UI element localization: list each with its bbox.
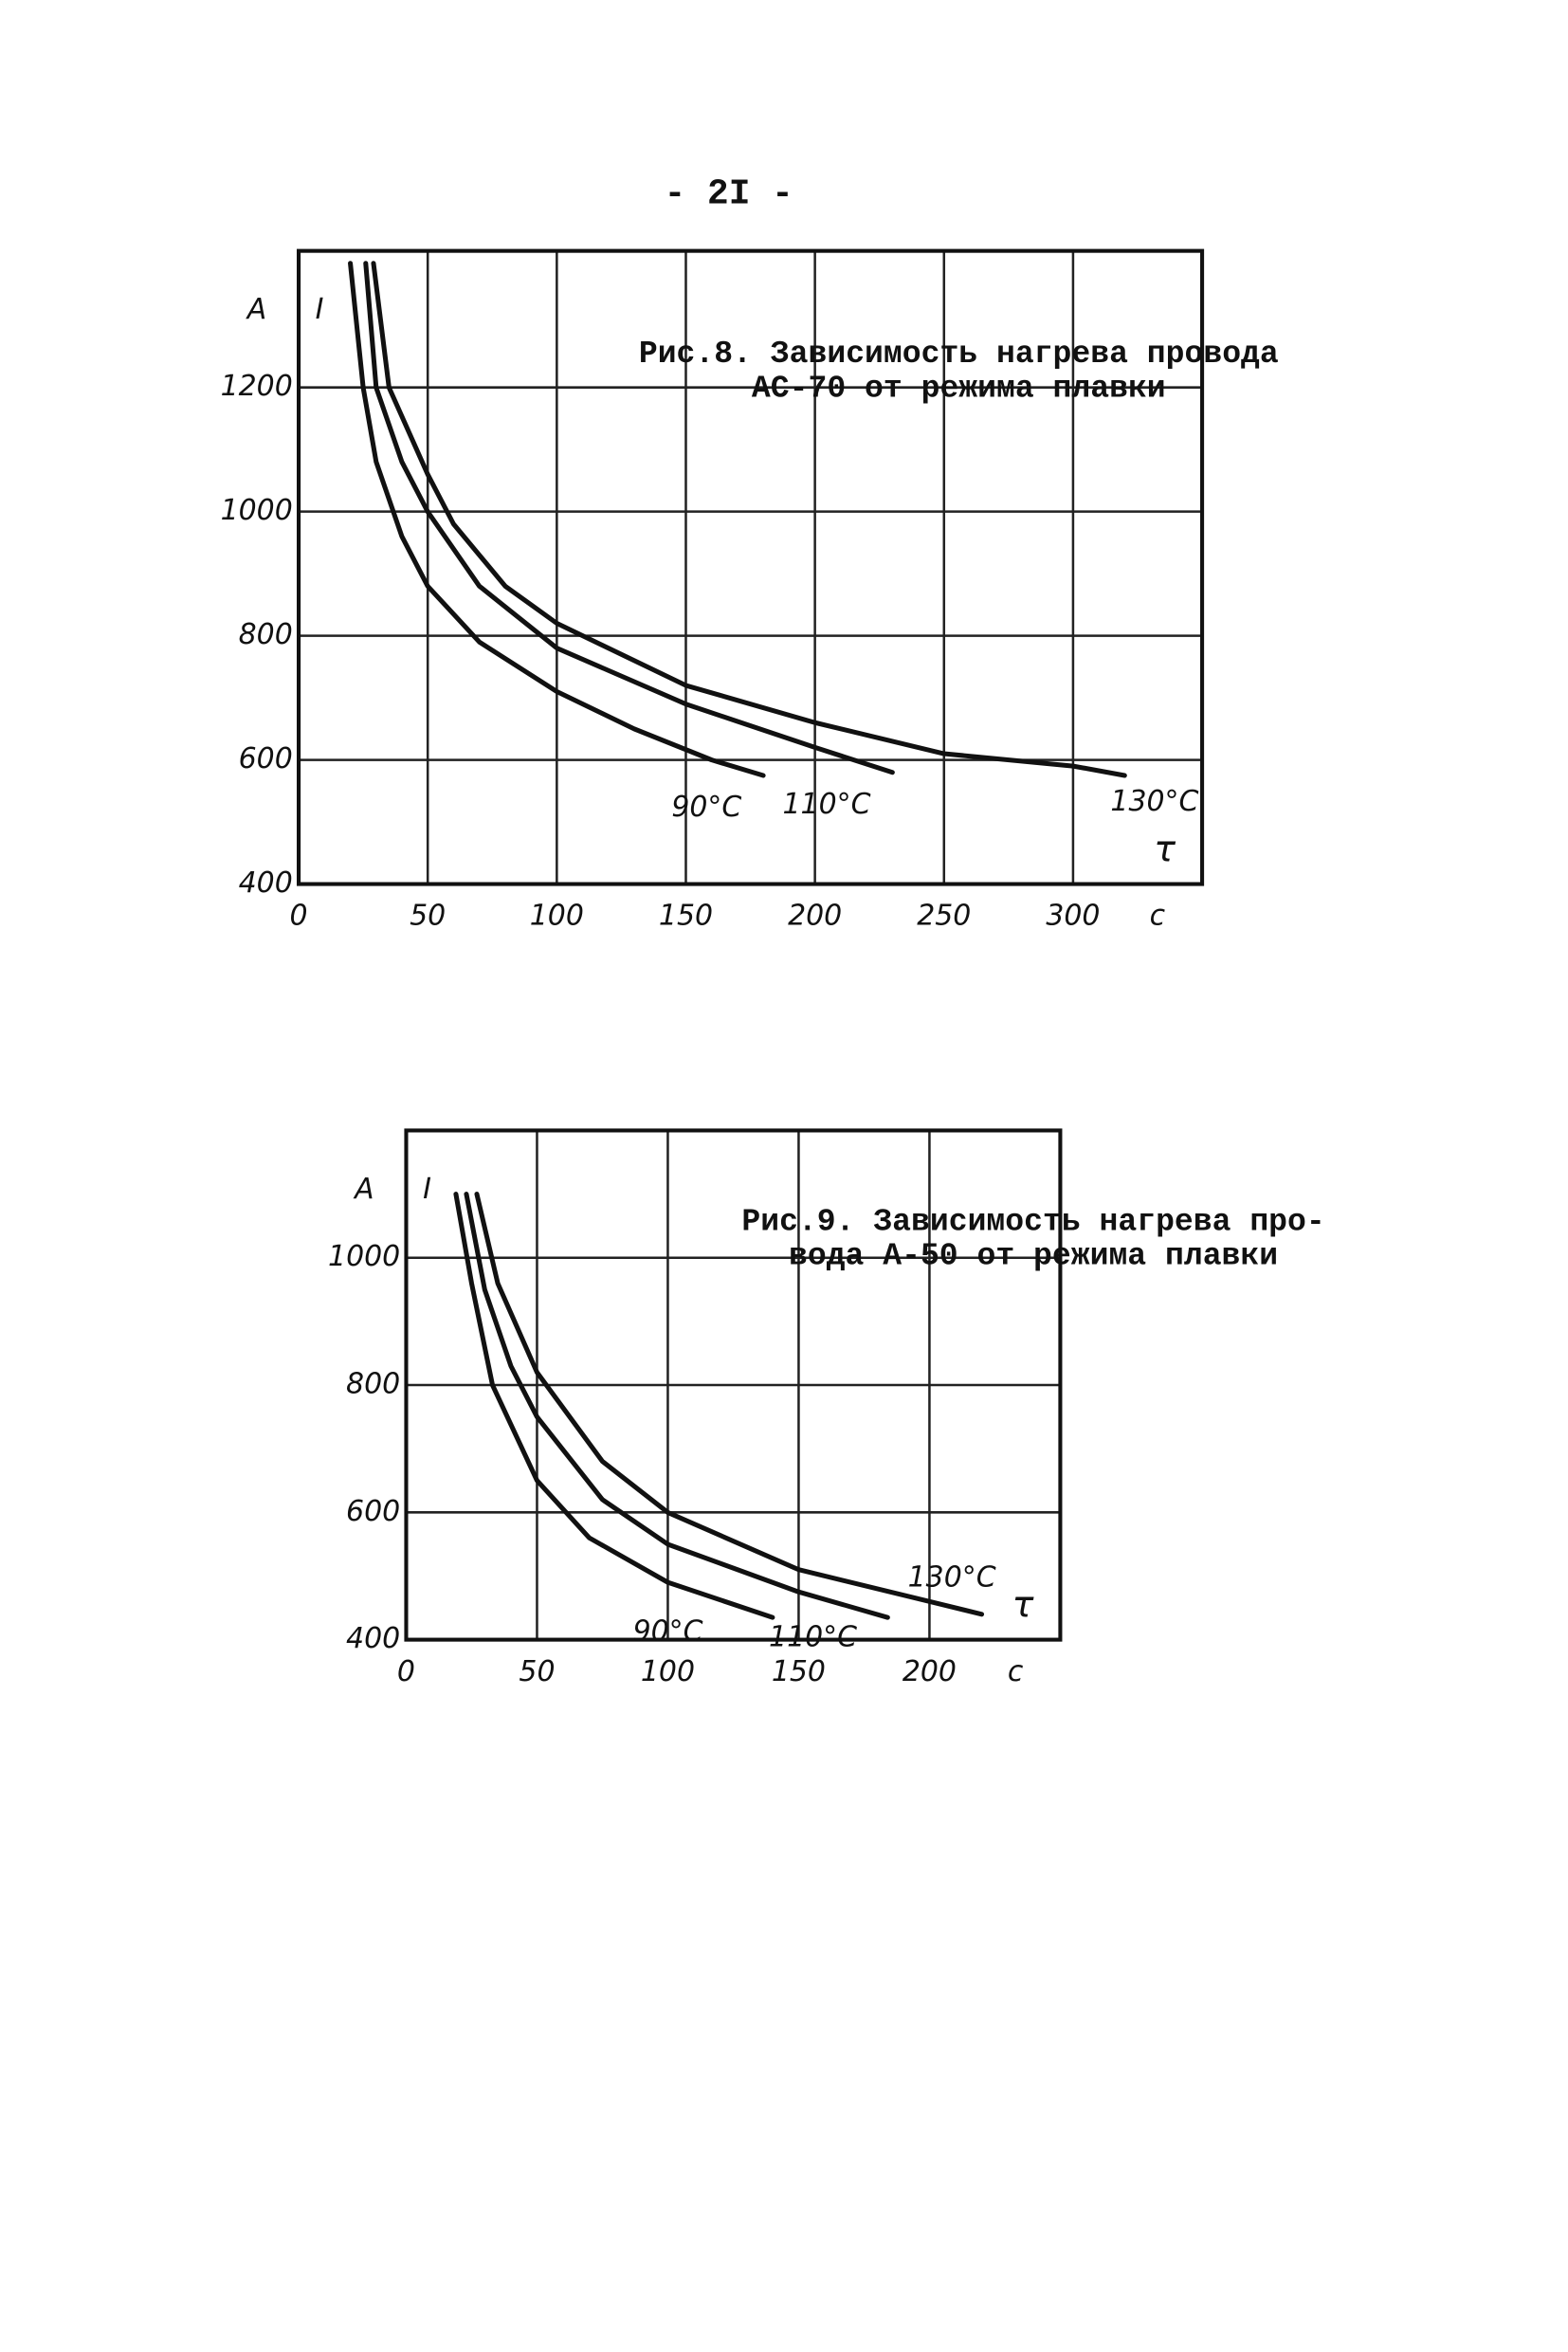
y-tick-label: 1000 — [328, 1240, 400, 1273]
series-label: 130°C — [908, 1560, 996, 1594]
y-unit: A — [246, 293, 266, 326]
curve — [363, 261, 895, 775]
y-tick-label: 400 — [346, 1622, 400, 1655]
x-tick-label: 150 — [659, 900, 713, 933]
series-label: 90°C — [671, 791, 741, 824]
y-axis-label: I — [423, 1173, 431, 1206]
x-unit: c — [1150, 900, 1166, 933]
y-tick-label: 1000 — [221, 494, 293, 527]
y-tick-label: 400 — [239, 866, 293, 900]
y-axis-label: I — [316, 293, 324, 326]
x-tick-label: 250 — [917, 900, 971, 933]
plot-frame — [296, 248, 1205, 886]
plot-frame — [404, 1128, 1063, 1642]
series-label: 110°C — [783, 788, 871, 821]
chart-title: АС-70 от режима плавки — [752, 370, 1166, 406]
x-axis-label: τ — [1012, 1583, 1034, 1625]
y-tick-label: 1200 — [221, 370, 293, 403]
series-label: 110°C — [769, 1621, 857, 1654]
curve — [474, 1192, 985, 1617]
x-tick-label: 300 — [1046, 900, 1100, 933]
x-tick-label: 0 — [290, 900, 308, 933]
x-tick-label: 100 — [530, 900, 584, 933]
x-tick-label: 0 — [397, 1655, 415, 1688]
chart-title: вода А-50 от режима плавки — [789, 1238, 1278, 1274]
y-tick-label: 600 — [239, 742, 293, 775]
page-number: - 2I - — [665, 175, 793, 215]
series-label: 130°C — [1110, 785, 1198, 818]
x-tick-label: 150 — [772, 1655, 826, 1688]
curve — [464, 1192, 890, 1620]
x-tick-label: 50 — [410, 900, 446, 933]
x-axis-label: τ — [1154, 828, 1176, 869]
y-tick-label: 800 — [239, 618, 293, 651]
y-tick-label: 600 — [346, 1495, 400, 1528]
curve — [348, 261, 766, 778]
x-tick-label: 50 — [519, 1655, 555, 1688]
x-unit: c — [1008, 1655, 1024, 1688]
y-unit: A — [353, 1173, 374, 1206]
y-tick-label: 800 — [346, 1368, 400, 1401]
x-tick-label: 100 — [641, 1655, 695, 1688]
x-tick-label: 200 — [788, 900, 842, 933]
series-label: 90°C — [633, 1614, 703, 1648]
curve — [453, 1192, 775, 1620]
x-tick-label: 200 — [903, 1655, 957, 1688]
curve — [371, 261, 1127, 778]
chart-title: Рис.9. Зависимость нагрева про- — [741, 1203, 1324, 1239]
chart-title: Рис.8. Зависимость нагрева провода — [639, 336, 1279, 372]
